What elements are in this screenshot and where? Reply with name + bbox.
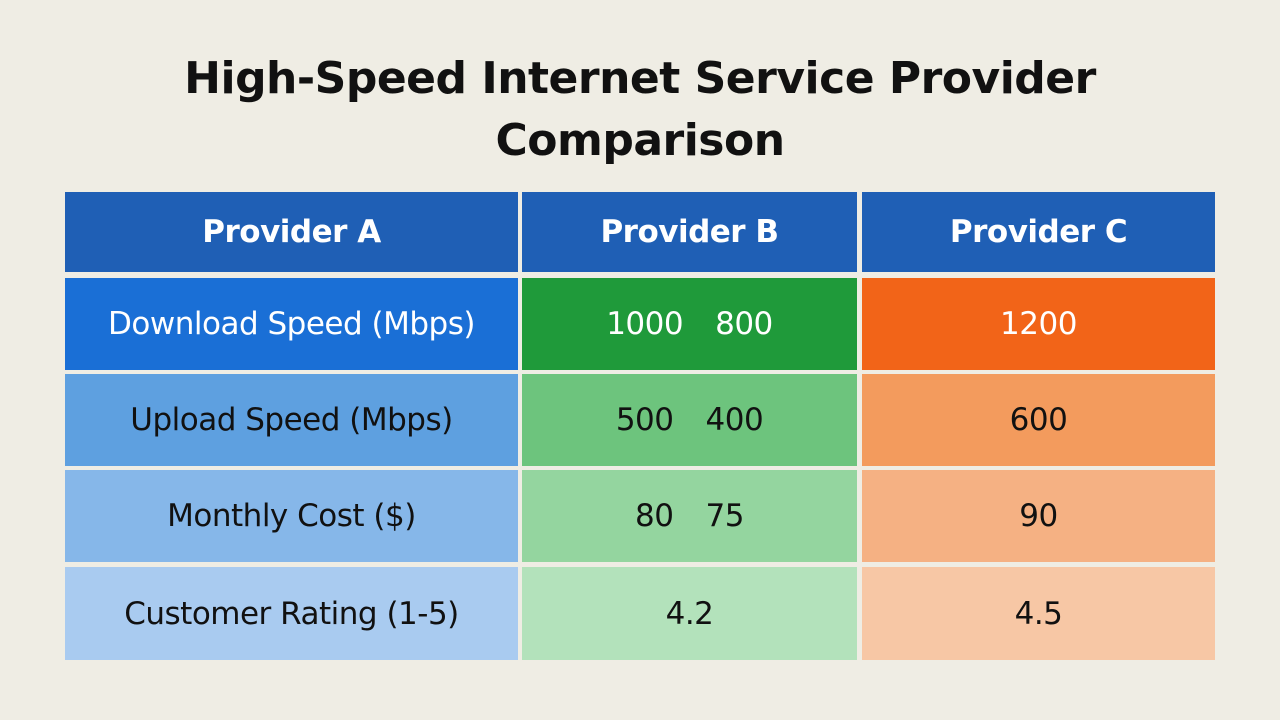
row-label: Monthly Cost ($) — [65, 470, 518, 562]
value: 400 — [705, 402, 764, 438]
value: 500 — [615, 402, 674, 438]
value-cell: 1200 — [862, 278, 1215, 370]
value: 800 — [715, 306, 773, 342]
value: 1000 — [606, 306, 684, 342]
value-cell: 90 — [862, 470, 1215, 562]
value: 1200 — [1000, 306, 1077, 342]
value: 90 — [1019, 498, 1058, 534]
value: 4.2 — [665, 595, 714, 632]
row-label: Customer Rating (1-5) — [65, 567, 518, 660]
header-cell: Provider A — [65, 192, 518, 272]
value: 600 — [1009, 402, 1068, 438]
header-cell: Provider C — [862, 192, 1215, 272]
value: 4.5 — [1014, 595, 1063, 632]
value-cell: 600 — [862, 374, 1215, 466]
value-cell: 4.5 — [862, 567, 1215, 660]
header-cell: Provider B — [522, 192, 857, 272]
value-cell: 1000 800 — [522, 278, 857, 370]
value-cell: 500 400 — [522, 374, 857, 466]
row-label: Upload Speed (Mbps) — [65, 374, 518, 466]
value-cell: 4.2 — [522, 567, 857, 660]
value: 75 — [705, 498, 745, 534]
value: 80 — [635, 498, 674, 534]
title: High-Speed Internet Service Provider Com… — [184, 53, 1096, 166]
value-cell: 80 75 — [522, 470, 857, 562]
row-label: Download Speed (Mbps) — [65, 278, 518, 370]
